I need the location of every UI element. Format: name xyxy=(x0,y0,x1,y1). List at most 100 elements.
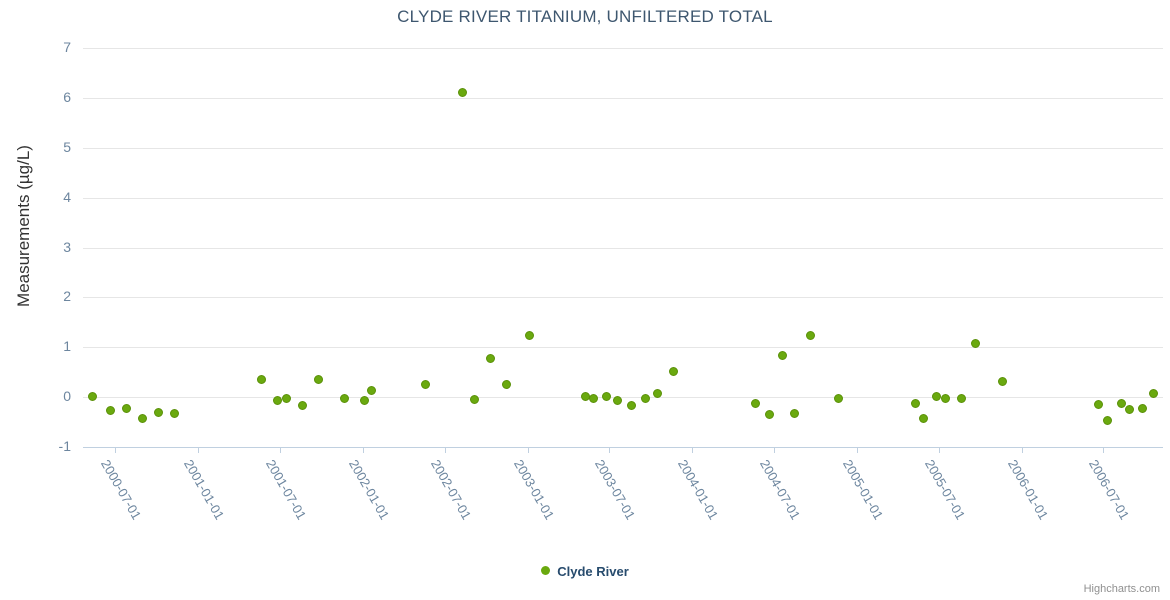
y-axis-tick-label: 3 xyxy=(63,238,71,255)
x-axis-tick-label: 2004-01-01 xyxy=(675,457,722,523)
x-axis-tick xyxy=(280,447,282,453)
data-point[interactable] xyxy=(121,403,131,413)
x-axis-tick xyxy=(363,447,365,453)
data-point[interactable] xyxy=(931,391,941,401)
data-point[interactable] xyxy=(469,394,479,404)
plot-area: -1 0 1 2 3 4 5 6 7 xyxy=(59,39,1163,454)
data-point[interactable] xyxy=(367,385,377,395)
y-axis-tick-label: -1 xyxy=(58,438,71,454)
x-axis-tick xyxy=(1103,447,1105,453)
data-point[interactable] xyxy=(778,350,788,360)
data-point[interactable] xyxy=(339,393,349,403)
x-axis-tick xyxy=(857,447,859,453)
data-point[interactable] xyxy=(602,391,612,401)
data-point[interactable] xyxy=(589,393,599,403)
x-axis-tick xyxy=(938,447,940,453)
y-axis-tick-label: 2 xyxy=(63,288,71,305)
chart-title: CLYDE RIVER TITANIUM, UNFILTERED TOTAL xyxy=(397,7,773,26)
x-axis-tick-label: 2003-07-01 xyxy=(592,457,639,523)
data-point[interactable] xyxy=(764,409,774,419)
y-axis-tick-label: 0 xyxy=(63,388,71,405)
y-axis-tick-label: 4 xyxy=(63,188,71,205)
x-axis-tick-label: 2005-07-01 xyxy=(921,457,969,523)
y-gridline xyxy=(83,147,1163,149)
data-point[interactable] xyxy=(1149,388,1159,398)
x-axis-tick-label: 2002-07-01 xyxy=(427,457,474,523)
data-point[interactable] xyxy=(790,409,800,419)
data-point[interactable] xyxy=(668,366,678,376)
y-axis-tick-label: 5 xyxy=(63,138,71,155)
data-point[interactable] xyxy=(970,338,980,348)
x-axis-tick-label: 2002-01-01 xyxy=(346,457,393,523)
y-axis-tick-label: 7 xyxy=(63,39,71,55)
data-point[interactable] xyxy=(272,396,282,406)
x-axis-tick-label: 2006-07-01 xyxy=(1086,457,1133,523)
data-point[interactable] xyxy=(1125,405,1135,415)
data-point[interactable] xyxy=(524,330,534,340)
y-gridline xyxy=(83,297,1163,299)
data-point[interactable] xyxy=(806,330,816,340)
legend-item-label: Clyde River xyxy=(557,563,629,579)
data-point[interactable] xyxy=(314,374,324,384)
y-axis-tick-label: 6 xyxy=(63,88,71,105)
data-point[interactable] xyxy=(281,393,291,403)
x-axis-tick-label: 2001-07-01 xyxy=(263,457,310,523)
x-axis-tick xyxy=(198,447,200,453)
x-axis-tick xyxy=(444,447,446,453)
y-gridline xyxy=(83,197,1163,199)
data-point[interactable] xyxy=(956,393,966,403)
data-point[interactable] xyxy=(910,399,920,409)
data-point[interactable] xyxy=(833,393,843,403)
data-point[interactable] xyxy=(613,396,623,406)
x-axis-tick-label: 2000-07-01 xyxy=(98,457,145,523)
data-point[interactable] xyxy=(652,388,662,398)
data-point[interactable] xyxy=(1103,416,1113,426)
x-axis-tick-label: 2006-01-01 xyxy=(1004,457,1052,523)
y-axis-title: Measurements (µg/L) xyxy=(14,145,33,307)
data-point[interactable] xyxy=(501,379,511,389)
data-point[interactable] xyxy=(998,376,1008,386)
x-axis-tick-label: 2001-01-01 xyxy=(181,457,228,523)
data-point[interactable] xyxy=(87,391,97,401)
legend-item-clyde-river[interactable]: Clyde River xyxy=(541,563,629,579)
y-gridline xyxy=(83,247,1163,249)
data-point[interactable] xyxy=(360,395,370,405)
x-axis-tick xyxy=(527,447,529,453)
chart-legend: Clyde River xyxy=(0,562,1170,579)
data-point[interactable] xyxy=(1117,398,1126,408)
data-point[interactable] xyxy=(298,401,308,411)
x-axis-tick xyxy=(115,447,117,453)
data-point[interactable] xyxy=(627,400,637,410)
data-point[interactable] xyxy=(641,393,651,403)
data-point[interactable] xyxy=(1137,403,1147,413)
x-axis-tick xyxy=(774,447,776,453)
x-axis: 2000-07-01 2001-01-01 2001-07-01 2002-01-01… xyxy=(83,447,1163,557)
x-axis-tick-label: 2004-07-01 xyxy=(757,457,804,523)
x-axis-tick xyxy=(692,447,694,453)
y-axis-tick-label: 1 xyxy=(63,338,71,355)
data-point[interactable] xyxy=(421,379,431,389)
x-axis-tick xyxy=(1021,447,1023,453)
data-point[interactable] xyxy=(138,413,148,423)
y-gridline xyxy=(83,347,1163,349)
y-gridline xyxy=(83,447,1163,448)
x-axis-tick-label: 2005-01-01 xyxy=(840,457,887,523)
data-point[interactable] xyxy=(750,398,760,408)
x-axis-tick-label: 2003-01-01 xyxy=(510,457,557,523)
data-point[interactable] xyxy=(458,87,468,97)
chart-credits[interactable]: Highcharts.com xyxy=(1083,583,1160,595)
data-point[interactable] xyxy=(256,375,266,385)
data-point[interactable] xyxy=(919,414,929,424)
data-point[interactable] xyxy=(1094,399,1104,409)
data-point[interactable] xyxy=(106,406,115,416)
data-point[interactable] xyxy=(940,393,950,403)
legend-marker-icon xyxy=(541,565,551,575)
data-point[interactable] xyxy=(485,354,495,364)
y-gridline xyxy=(83,97,1163,99)
data-point[interactable] xyxy=(154,407,164,417)
y-gridline xyxy=(83,48,1163,49)
x-axis-tick xyxy=(609,447,611,453)
y-gridline xyxy=(83,397,1163,399)
data-point[interactable] xyxy=(170,409,180,419)
